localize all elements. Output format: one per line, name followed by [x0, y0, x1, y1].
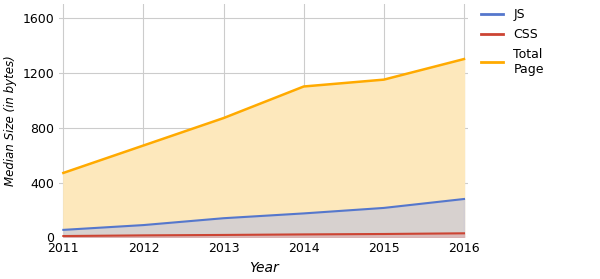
Y-axis label: Median Size (in bytes): Median Size (in bytes)	[4, 56, 17, 186]
X-axis label: Year: Year	[249, 261, 278, 275]
Legend: JS, CSS, Total
Page: JS, CSS, Total Page	[478, 6, 547, 78]
